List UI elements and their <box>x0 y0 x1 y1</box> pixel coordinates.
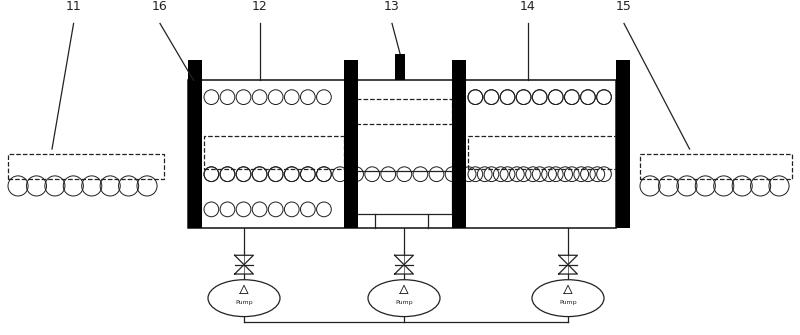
Ellipse shape <box>208 280 280 317</box>
Text: 15: 15 <box>616 0 632 13</box>
Bar <box>468 136 616 169</box>
Text: 13: 13 <box>384 0 400 13</box>
Bar <box>8 154 164 179</box>
Bar <box>204 136 344 169</box>
Bar <box>395 54 405 80</box>
Text: 14: 14 <box>520 0 536 13</box>
Bar <box>344 80 358 228</box>
Bar <box>188 60 202 80</box>
Bar <box>188 80 616 228</box>
Text: 16: 16 <box>152 0 168 13</box>
Bar <box>356 99 452 124</box>
Bar <box>356 171 452 214</box>
Text: Pump: Pump <box>395 300 413 305</box>
Text: 11: 11 <box>66 0 82 13</box>
Bar <box>640 154 792 179</box>
Text: Pump: Pump <box>235 300 253 305</box>
Bar <box>616 60 630 80</box>
Text: Pump: Pump <box>559 300 577 305</box>
Bar <box>188 80 202 228</box>
Bar <box>452 80 466 228</box>
Ellipse shape <box>368 280 440 317</box>
Text: 12: 12 <box>252 0 268 13</box>
Bar <box>452 60 466 80</box>
Bar <box>344 60 358 80</box>
Bar <box>616 80 630 228</box>
Ellipse shape <box>532 280 604 317</box>
